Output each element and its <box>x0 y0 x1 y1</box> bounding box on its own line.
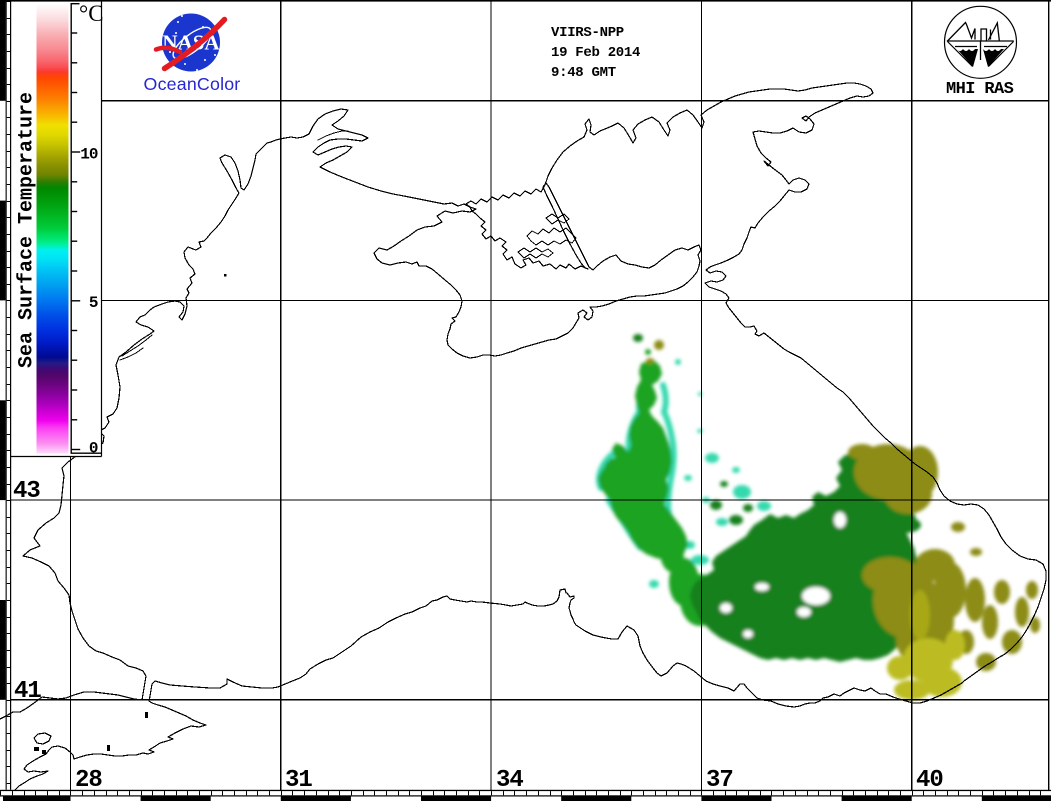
svg-text:10: 10 <box>80 146 98 164</box>
svg-text:40: 40 <box>916 767 943 794</box>
svg-text:°C: °C <box>79 1 104 26</box>
svg-text:43: 43 <box>13 478 40 505</box>
svg-text:28: 28 <box>75 767 102 794</box>
svg-text:0: 0 <box>89 440 98 458</box>
svg-text:19 Feb 2014: 19 Feb 2014 <box>551 45 640 61</box>
svg-text:MHI RAS: MHI RAS <box>946 80 1014 99</box>
svg-text:31: 31 <box>285 767 312 794</box>
svg-text:OceanColor: OceanColor <box>144 74 241 94</box>
svg-text:34: 34 <box>496 767 523 794</box>
svg-text:41: 41 <box>14 678 41 705</box>
svg-text:9:48 GMT: 9:48 GMT <box>551 65 616 81</box>
svg-text:VIIRS-NPP: VIIRS-NPP <box>551 25 624 41</box>
svg-text:37: 37 <box>706 767 733 794</box>
svg-text:Sea Surface Temperature: Sea Surface Temperature <box>16 92 39 368</box>
svg-text:5: 5 <box>89 294 98 312</box>
